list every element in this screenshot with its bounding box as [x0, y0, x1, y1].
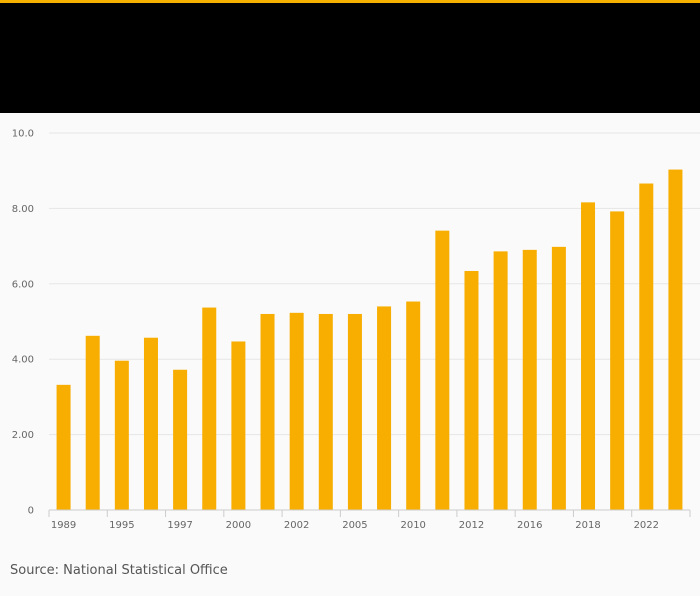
bar [173, 369, 188, 510]
y-axis-tick-labels: 0 2.00 4.00 6.00 8.00 10.0 [12, 129, 34, 517]
bar [318, 313, 333, 510]
bars [56, 169, 683, 511]
bar-chart: 0 2.00 4.00 6.00 8.00 10.0 1989 1995 1997 2000 20… [12, 129, 700, 531]
x-tick-label: 2002 [284, 520, 309, 531]
x-tick-label: 2016 [517, 520, 542, 531]
x-axis-tick-labels: 1989 1995 1997 2000 2002 2005 2010 2012 2016 2018… [51, 520, 659, 531]
header-block [0, 3, 700, 113]
bar [289, 312, 304, 510]
y-tick-label: 2.00 [12, 430, 34, 441]
bar [143, 337, 158, 510]
bar [114, 360, 129, 510]
bar [85, 335, 100, 510]
bar [639, 183, 654, 510]
y-tick-label: 10.0 [12, 129, 34, 140]
bar [56, 384, 71, 510]
bar [551, 246, 566, 510]
bar [610, 211, 625, 510]
x-tick-label: 1995 [109, 520, 134, 531]
bar [581, 202, 596, 511]
x-tick-label: 2018 [575, 520, 600, 531]
source-note: Source: National Statistical Office [10, 563, 228, 578]
bar [435, 230, 450, 510]
x-tick-label: 2022 [634, 520, 659, 531]
x-tick-label: 2005 [342, 520, 367, 531]
bar [260, 313, 275, 510]
y-tick-label: 0 [28, 506, 34, 517]
bar [202, 307, 217, 510]
y-tick-label: 8.00 [12, 204, 34, 215]
top-accent-bar [0, 0, 700, 3]
bar [377, 306, 392, 510]
bar [406, 301, 421, 510]
y-tick-label: 6.00 [12, 279, 34, 290]
y-tick-label: 4.00 [12, 355, 34, 366]
x-tick-label: 1989 [51, 520, 76, 531]
bar [231, 341, 246, 510]
x-axis [48, 509, 691, 517]
x-tick-label: 1997 [167, 520, 192, 531]
x-tick-label: 2010 [400, 520, 425, 531]
x-tick-label: 2012 [459, 520, 484, 531]
bar [522, 249, 537, 510]
bar [493, 251, 508, 511]
bar [464, 270, 479, 510]
bar [668, 169, 683, 510]
x-tick-label: 2000 [226, 520, 251, 531]
bar [347, 313, 362, 510]
